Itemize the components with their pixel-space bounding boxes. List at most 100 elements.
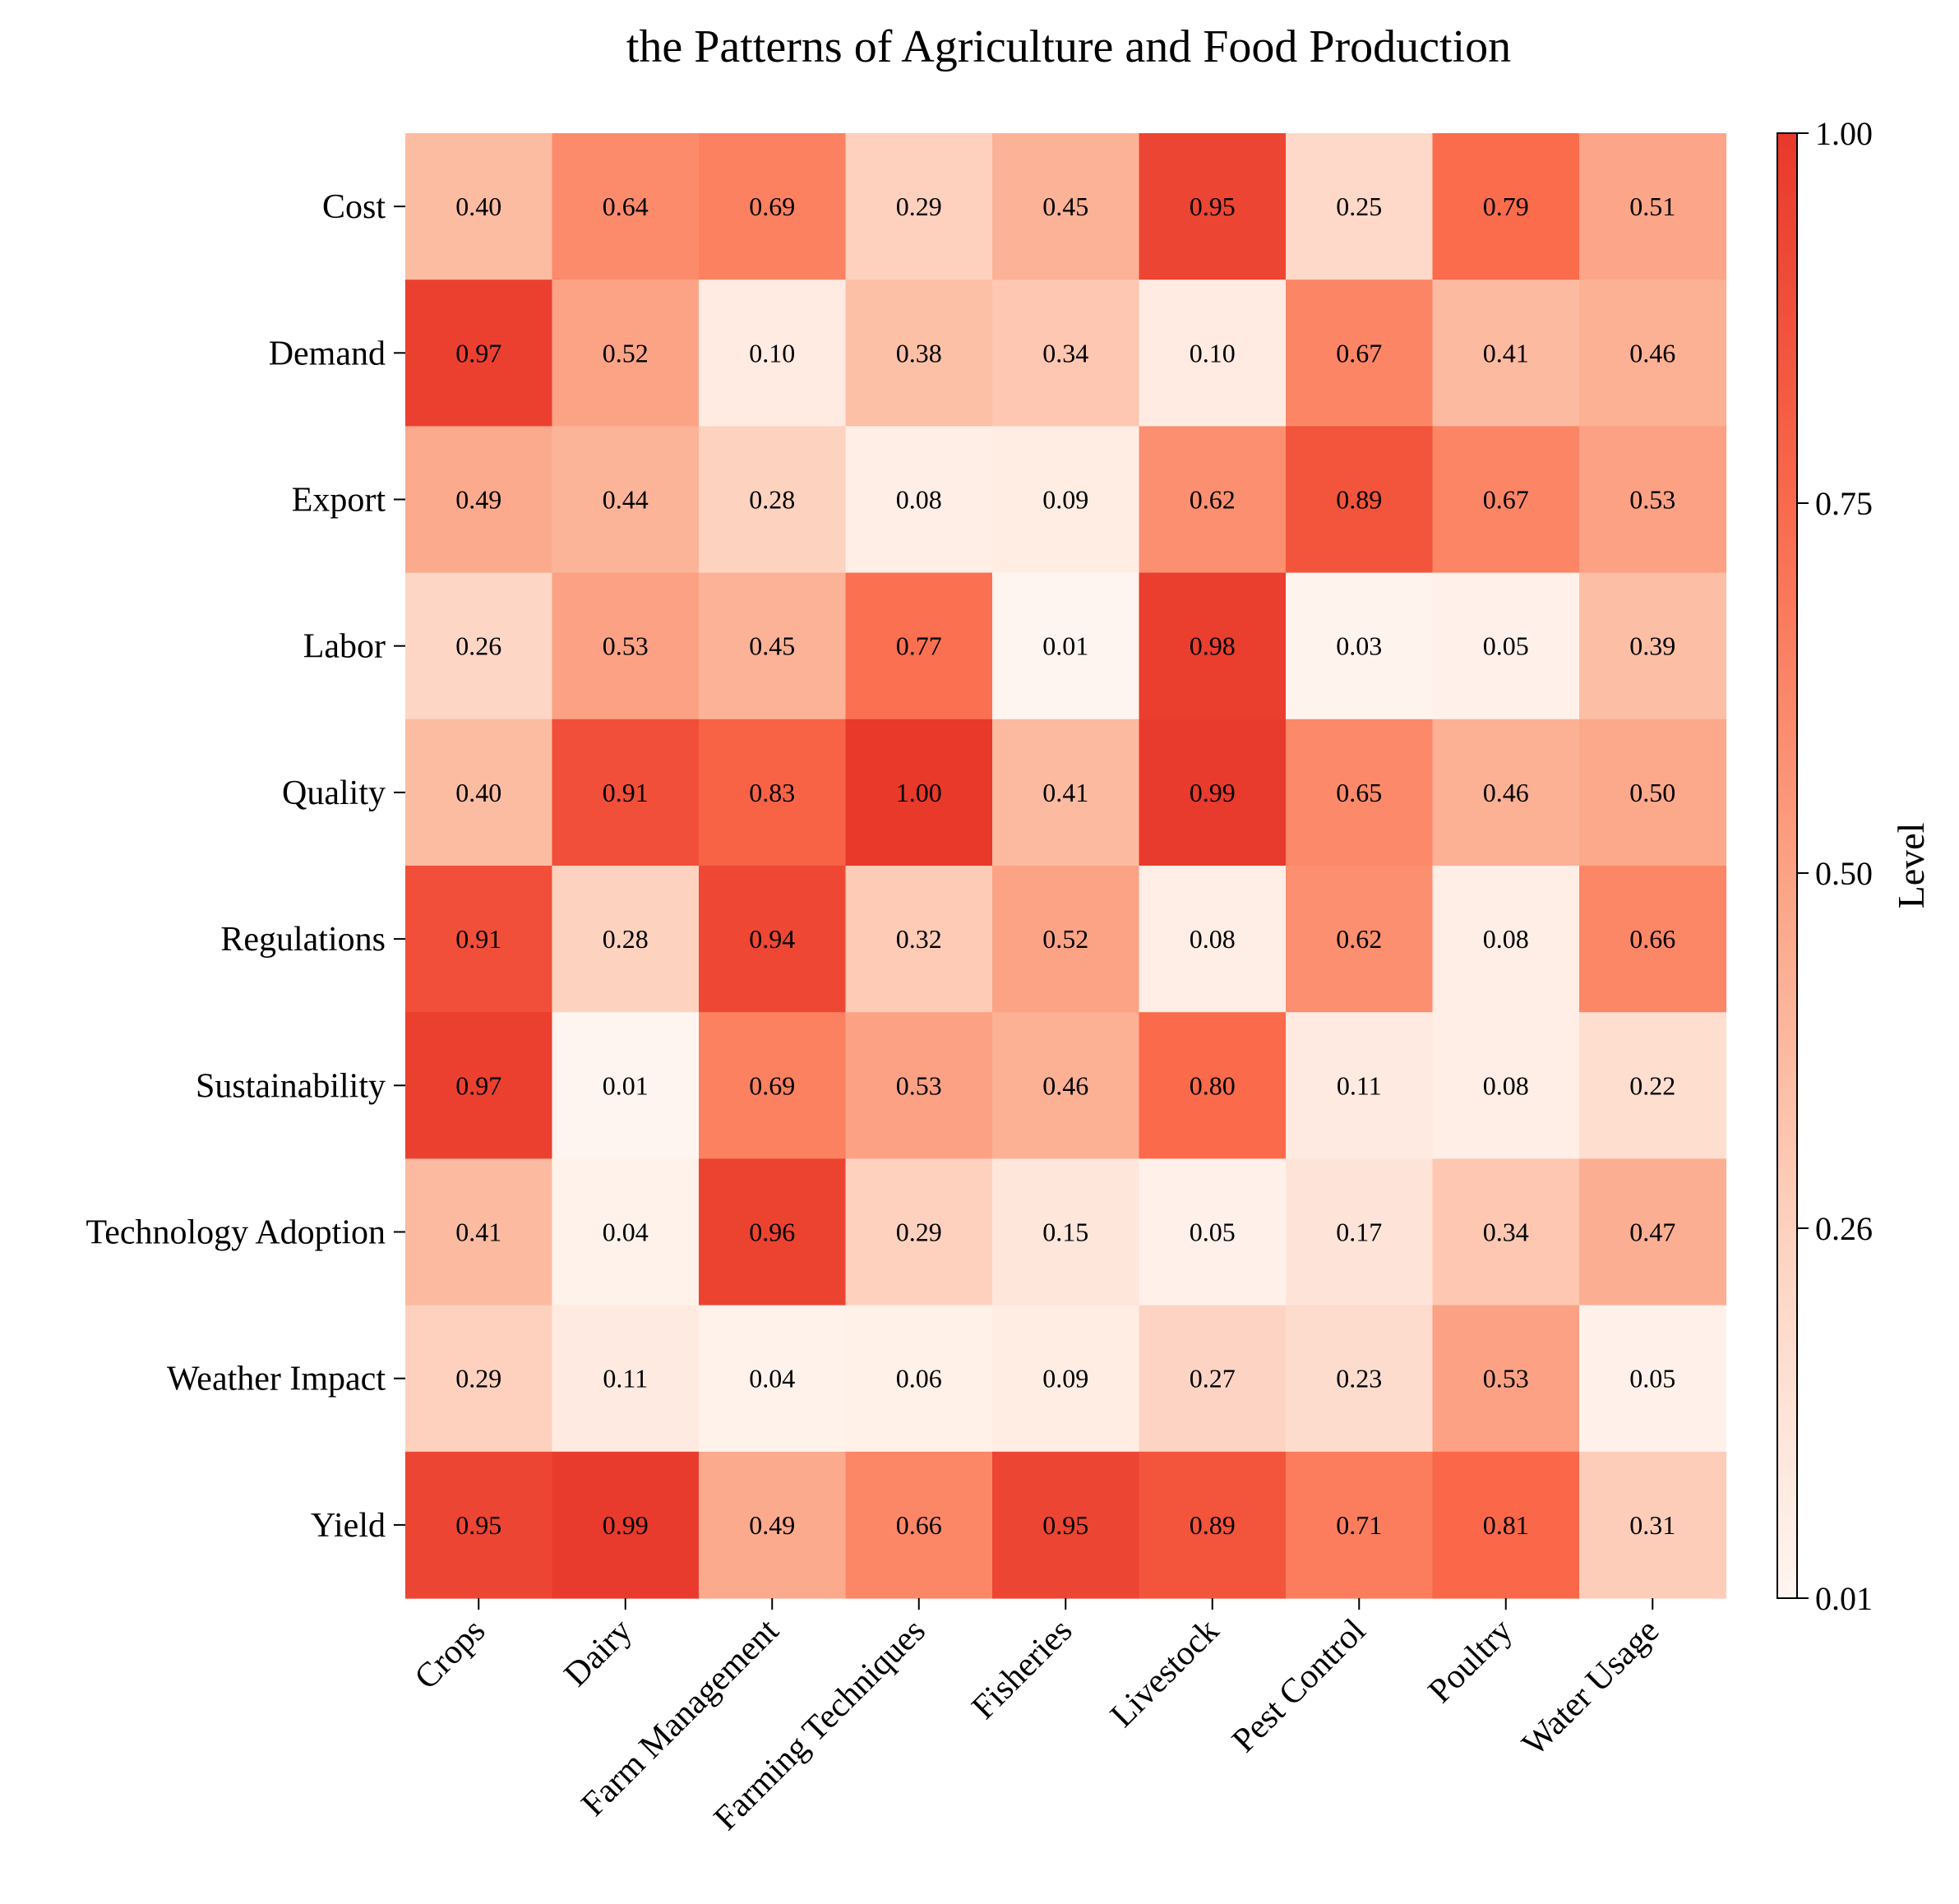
cell-value-label: 0.29 <box>896 1218 942 1247</box>
colorbar-tick-label: 0.75 <box>1815 485 1873 522</box>
cell-value-label: 0.15 <box>1042 1218 1088 1247</box>
heatmap-cell <box>552 280 700 427</box>
cell-value-label: 0.69 <box>749 1070 795 1100</box>
cell-value-label: 0.29 <box>455 1364 501 1393</box>
cell-value-label: 0.23 <box>1336 1364 1382 1393</box>
cell-value-label: 0.09 <box>1042 485 1088 515</box>
cell-value-label: 0.83 <box>749 778 795 807</box>
heatmap-cell <box>845 1158 993 1306</box>
cell-value-label: 0.99 <box>603 1510 649 1540</box>
cell-value-label: 0.95 <box>1190 192 1236 221</box>
heatmap-cell <box>845 133 993 280</box>
chart-title: the Patterns of Agriculture and Food Pro… <box>626 21 1511 72</box>
y-tick-label: Regulations <box>220 921 386 959</box>
cell-value-label: 0.62 <box>1336 924 1382 954</box>
heatmap-cell <box>1139 1012 1287 1159</box>
heatmap-cell <box>552 719 700 867</box>
heatmap-cell <box>845 719 993 867</box>
cell-value-label: 0.05 <box>1629 1364 1675 1393</box>
y-tick-label: Demand <box>269 335 386 372</box>
y-axis: Cost Demand Export Labor Quality Regulations S… <box>85 188 405 1545</box>
cell-value-label: 0.26 <box>455 631 501 661</box>
cell-value-label: 0.52 <box>1042 924 1088 954</box>
cell-value-label: 0.66 <box>1629 924 1675 954</box>
heatmap-cell <box>845 426 993 574</box>
heatmap-cell <box>1579 719 1727 867</box>
cell-value-label: 0.27 <box>1190 1364 1236 1393</box>
heatmap-cell <box>1432 1305 1580 1453</box>
heatmap-cell <box>1579 426 1727 574</box>
heatmap-cell <box>1286 572 1434 720</box>
cell-value-label: 0.34 <box>1042 338 1088 367</box>
heatmap-cell <box>992 1451 1140 1599</box>
heatmap-cell <box>699 280 847 427</box>
cell-value-label: 0.05 <box>1190 1218 1236 1247</box>
cell-value-label: 0.62 <box>1190 485 1236 515</box>
heatmap-cell <box>845 280 993 427</box>
cell-value-label: 0.53 <box>603 631 649 661</box>
heatmap-cell <box>552 1158 700 1306</box>
cell-value-label: 0.29 <box>896 192 942 221</box>
heatmap-cell <box>992 133 1140 280</box>
heatmap-cell <box>1139 719 1287 867</box>
y-tick-label: Technology Adoption <box>85 1214 386 1252</box>
cell-value-label: 0.38 <box>896 338 942 367</box>
colorbar-tick-label: 0.01 <box>1815 1580 1873 1617</box>
heatmap-cell <box>1139 866 1287 1013</box>
cell-value-label: 0.53 <box>1629 485 1675 515</box>
heatmap-cell <box>1432 426 1580 574</box>
cell-value-label: 0.91 <box>455 924 501 954</box>
heatmap-cell <box>992 1305 1140 1453</box>
heatmap-cell <box>845 1451 993 1599</box>
x-tick-label: Crops <box>408 1612 492 1697</box>
heatmap-cell <box>1579 1158 1727 1306</box>
heatmap-cell <box>1579 1012 1727 1159</box>
cell-value-label: 0.10 <box>1190 338 1236 367</box>
cell-value-label: 0.08 <box>1483 1070 1529 1100</box>
y-tick-label: Yield <box>311 1507 386 1545</box>
heatmap-cell <box>1579 1451 1727 1599</box>
heatmap-cell <box>1139 133 1287 280</box>
heatmap-cell <box>1286 1451 1434 1599</box>
heatmap-cell <box>1579 133 1727 280</box>
heatmap-cell <box>1432 1158 1580 1306</box>
heatmap-cell <box>845 572 993 720</box>
cell-value-label: 0.05 <box>1483 631 1529 661</box>
heatmap-cell <box>992 1012 1140 1159</box>
cell-value-label: 0.94 <box>749 924 795 954</box>
heatmap-cell <box>992 866 1140 1013</box>
cell-value-label: 0.53 <box>896 1070 942 1100</box>
heatmap-cell <box>699 426 847 574</box>
heatmap-cell <box>552 1012 700 1159</box>
heatmap-cell <box>699 866 847 1013</box>
cell-value-label: 0.39 <box>1629 631 1675 661</box>
heatmap-cell <box>1139 1158 1287 1306</box>
heatmap-cell <box>992 426 1140 574</box>
heatmap-cell <box>552 866 700 1013</box>
cell-value-label: 0.08 <box>1483 924 1529 954</box>
x-tick-label: Fisheries <box>965 1612 1080 1727</box>
cell-value-label: 0.41 <box>1042 778 1088 807</box>
heatmap-cell <box>1286 1012 1434 1159</box>
heatmap-cell <box>1286 280 1434 427</box>
colorbar-label: Level <box>1890 823 1932 909</box>
heatmap-cell <box>845 1305 993 1453</box>
heatmap-cell <box>1579 280 1727 427</box>
cell-value-label: 1.00 <box>896 778 942 807</box>
heatmap-cell <box>1432 280 1580 427</box>
cell-value-label: 0.11 <box>1337 1070 1382 1100</box>
cell-value-label: 0.47 <box>1629 1218 1675 1247</box>
cell-value-label: 0.95 <box>1042 1510 1088 1540</box>
x-tick-label: Dairy <box>557 1612 640 1694</box>
heatmap-cell <box>699 1012 847 1159</box>
colorbar-tick-label: 0.26 <box>1815 1210 1873 1247</box>
heatmap-cell <box>405 280 553 427</box>
cell-value-label: 0.10 <box>749 338 795 367</box>
cell-value-labels: 0.40 0.64 0.69 0.29 0.45 0.95 0.25 0.79 0.51 0.97… <box>455 192 1675 1540</box>
heatmap-cell <box>1432 866 1580 1013</box>
heatmap-cell <box>699 1305 847 1453</box>
heatmap-cell <box>1286 1158 1434 1306</box>
y-tick-label: Export <box>292 482 386 520</box>
